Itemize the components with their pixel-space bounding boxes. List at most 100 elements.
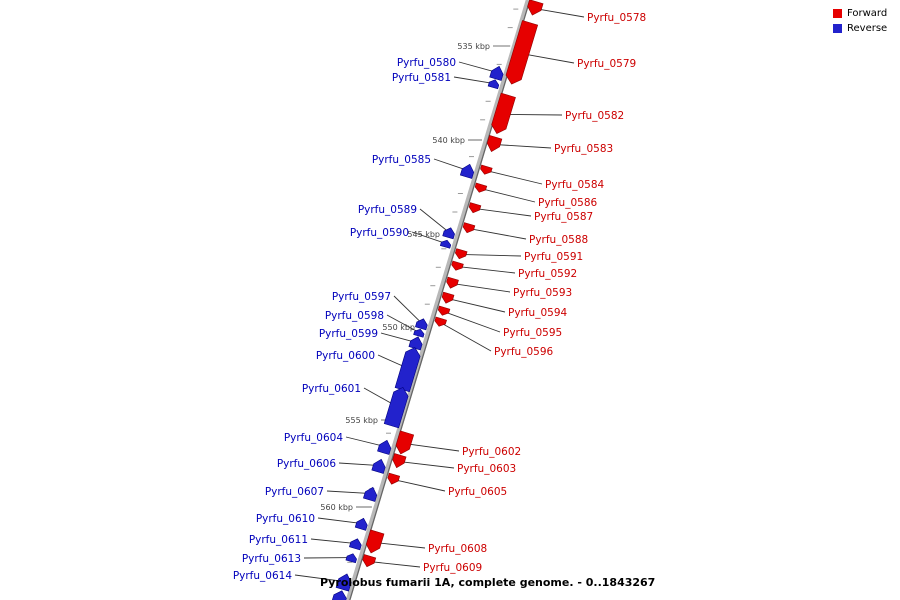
gene-arrow-pyrfu_0614[interactable]: [335, 573, 352, 592]
leader-line: [403, 442, 460, 452]
gene-label-pyrfu_0605[interactable]: Pyrfu_0605: [448, 486, 507, 498]
gene-arrow-pyrfu_0591[interactable]: [454, 248, 468, 260]
gene-arrow-pyrfu_0613[interactable]: [345, 553, 357, 564]
leader-line: [493, 143, 552, 149]
gene-label-pyrfu_0586[interactable]: Pyrfu_0586: [538, 197, 598, 209]
gene-arrow-pyrfu_0594[interactable]: [441, 291, 455, 304]
legend-reverse-swatch: [833, 24, 842, 33]
gene-arrow-pyrfu_0583[interactable]: [486, 135, 503, 153]
legend-item-forward: Forward: [833, 8, 887, 19]
gene-arrow-pyrfu_0598[interactable]: [413, 328, 425, 338]
gene-label-pyrfu_0587[interactable]: Pyrfu_0587: [534, 211, 593, 223]
leader-line: [326, 490, 372, 495]
gene-arrow-pyrfu_0611[interactable]: [349, 538, 362, 551]
gene-arrow-pyrfu_0593[interactable]: [446, 276, 459, 289]
gene-label-pyrfu_0579[interactable]: Pyrfu_0579: [577, 58, 636, 70]
leader-line: [393, 295, 423, 324]
gene-label-pyrfu_0596[interactable]: Pyrfu_0596: [494, 346, 554, 358]
gene-arrow-pyrfu_0608[interactable]: [365, 529, 385, 554]
leader-line: [460, 253, 522, 257]
leader-line: [456, 265, 516, 274]
gene-label-pyrfu_0582[interactable]: Pyrfu_0582: [565, 110, 624, 122]
gene-arrow-pyrfu_0606[interactable]: [371, 458, 386, 474]
gene-arrow-pyrfu_0590[interactable]: [439, 239, 452, 249]
axis-tick-label: 545 kbp: [407, 230, 440, 239]
gene-label-pyrfu_0601[interactable]: Pyrfu_0601: [302, 383, 361, 395]
gene-label-pyrfu_0591[interactable]: Pyrfu_0591: [524, 251, 583, 263]
gene-label-pyrfu_0589[interactable]: Pyrfu_0589: [358, 204, 417, 216]
gene-arrow-pyrfu_0597[interactable]: [415, 318, 428, 331]
leader-line: [468, 227, 527, 240]
gene-label-pyrfu_0603[interactable]: Pyrfu_0603: [457, 463, 516, 475]
gene-arrow-pyrfu_0605[interactable]: [387, 472, 401, 485]
gene-label-pyrfu_0588[interactable]: Pyrfu_0588: [529, 234, 588, 246]
leader-line: [411, 231, 447, 245]
gene-arrow-partial[interactable]: [332, 590, 347, 600]
gene-label-pyrfu_0614[interactable]: Pyrfu_0614: [233, 570, 293, 582]
gene-label-pyrfu_0584[interactable]: Pyrfu_0584: [545, 179, 605, 191]
gene-label-pyrfu_0604[interactable]: Pyrfu_0604: [284, 432, 344, 444]
gene-label-pyrfu_0607[interactable]: Pyrfu_0607: [265, 486, 324, 498]
gene-arrow-pyrfu_0603[interactable]: [392, 453, 407, 469]
leader-line: [451, 282, 511, 293]
gene-label-pyrfu_0590[interactable]: Pyrfu_0590: [350, 227, 409, 239]
gene-arrow-pyrfu_0604[interactable]: [377, 439, 392, 455]
gene-arrow-pyrfu_0601[interactable]: [383, 387, 409, 429]
leader-line: [485, 169, 543, 185]
leader-line: [338, 462, 380, 467]
leader-line: [386, 314, 420, 333]
gene-arrow-pyrfu_0596[interactable]: [434, 316, 447, 327]
gene-arrow-pyrfu_0581[interactable]: [487, 79, 500, 90]
gene-label-pyrfu_0578[interactable]: Pyrfu_0578: [587, 12, 646, 24]
gene-label-pyrfu_0581[interactable]: Pyrfu_0581: [392, 72, 451, 84]
leader-line: [439, 322, 492, 352]
gene-label-pyrfu_0609[interactable]: Pyrfu_0609: [423, 562, 482, 574]
gene-label-pyrfu_0613[interactable]: Pyrfu_0613: [242, 553, 301, 565]
legend-forward-label: Forward: [847, 8, 888, 19]
gene-arrow-pyrfu_0607[interactable]: [363, 486, 378, 502]
gene-label-pyrfu_0608[interactable]: Pyrfu_0608: [428, 543, 487, 555]
gene-arrow-pyrfu_0585[interactable]: [459, 163, 475, 179]
gene-arrow-pyrfu_0584[interactable]: [480, 164, 493, 175]
gene-label-pyrfu_0580[interactable]: Pyrfu_0580: [397, 57, 456, 69]
gene-arrow-pyrfu_0582[interactable]: [491, 92, 516, 134]
gene-label-pyrfu_0585[interactable]: Pyrfu_0585: [372, 154, 431, 166]
leader-line: [474, 207, 532, 217]
gene-arrow-pyrfu_0609[interactable]: [362, 554, 377, 568]
gene-arrow-pyrfu_0602[interactable]: [395, 430, 415, 455]
gene-label-pyrfu_0594[interactable]: Pyrfu_0594: [508, 307, 568, 319]
gene-arrow-pyrfu_0600[interactable]: [394, 347, 421, 393]
gene-label-pyrfu_0600[interactable]: Pyrfu_0600: [316, 350, 375, 362]
gene-label-pyrfu_0610[interactable]: Pyrfu_0610: [256, 513, 315, 525]
leader-line: [419, 208, 450, 233]
gene-label-pyrfu_0597[interactable]: Pyrfu_0597: [332, 291, 391, 303]
axis-tick-label: 555 kbp: [345, 416, 378, 425]
gene-arrow-pyrfu_0610[interactable]: [354, 517, 368, 531]
gene-label-pyrfu_0606[interactable]: Pyrfu_0606: [277, 458, 337, 470]
gene-arrow-pyrfu_0592[interactable]: [451, 260, 464, 271]
gene-arrow-pyrfu_0580[interactable]: [489, 65, 504, 81]
gene-label-pyrfu_0583[interactable]: Pyrfu_0583: [554, 143, 613, 155]
gene-arrow-pyrfu_0579[interactable]: [505, 20, 539, 85]
gene-arrow-pyrfu_0586[interactable]: [474, 182, 488, 193]
gene-label-pyrfu_0599[interactable]: Pyrfu_0599: [319, 328, 378, 340]
gene-arrow-pyrfu_0595[interactable]: [437, 305, 451, 316]
gene-arrow-pyrfu_0578[interactable]: [527, 0, 544, 16]
gene-arrow-pyrfu_0589[interactable]: [442, 227, 455, 240]
gene-label-pyrfu_0593[interactable]: Pyrfu_0593: [513, 287, 572, 299]
gene-label-pyrfu_0598[interactable]: Pyrfu_0598: [325, 310, 384, 322]
gene-label-pyrfu_0611[interactable]: Pyrfu_0611: [249, 534, 308, 546]
gene-arrow-pyrfu_0587[interactable]: [468, 202, 482, 214]
gene-arrow-pyrfu_0599[interactable]: [408, 336, 423, 351]
legend-item-reverse: Reverse: [833, 23, 887, 34]
gene-label-pyrfu_0592[interactable]: Pyrfu_0592: [518, 268, 577, 280]
legend: Forward Reverse: [833, 8, 887, 34]
gene-label-pyrfu_0595[interactable]: Pyrfu_0595: [503, 327, 562, 339]
leader-line: [534, 7, 585, 18]
leader-line: [317, 517, 363, 525]
gene-label-pyrfu_0602[interactable]: Pyrfu_0602: [462, 446, 521, 458]
leader-line: [345, 436, 386, 448]
legend-forward-swatch: [833, 9, 842, 18]
gene-arrow-pyrfu_0588[interactable]: [462, 222, 476, 234]
